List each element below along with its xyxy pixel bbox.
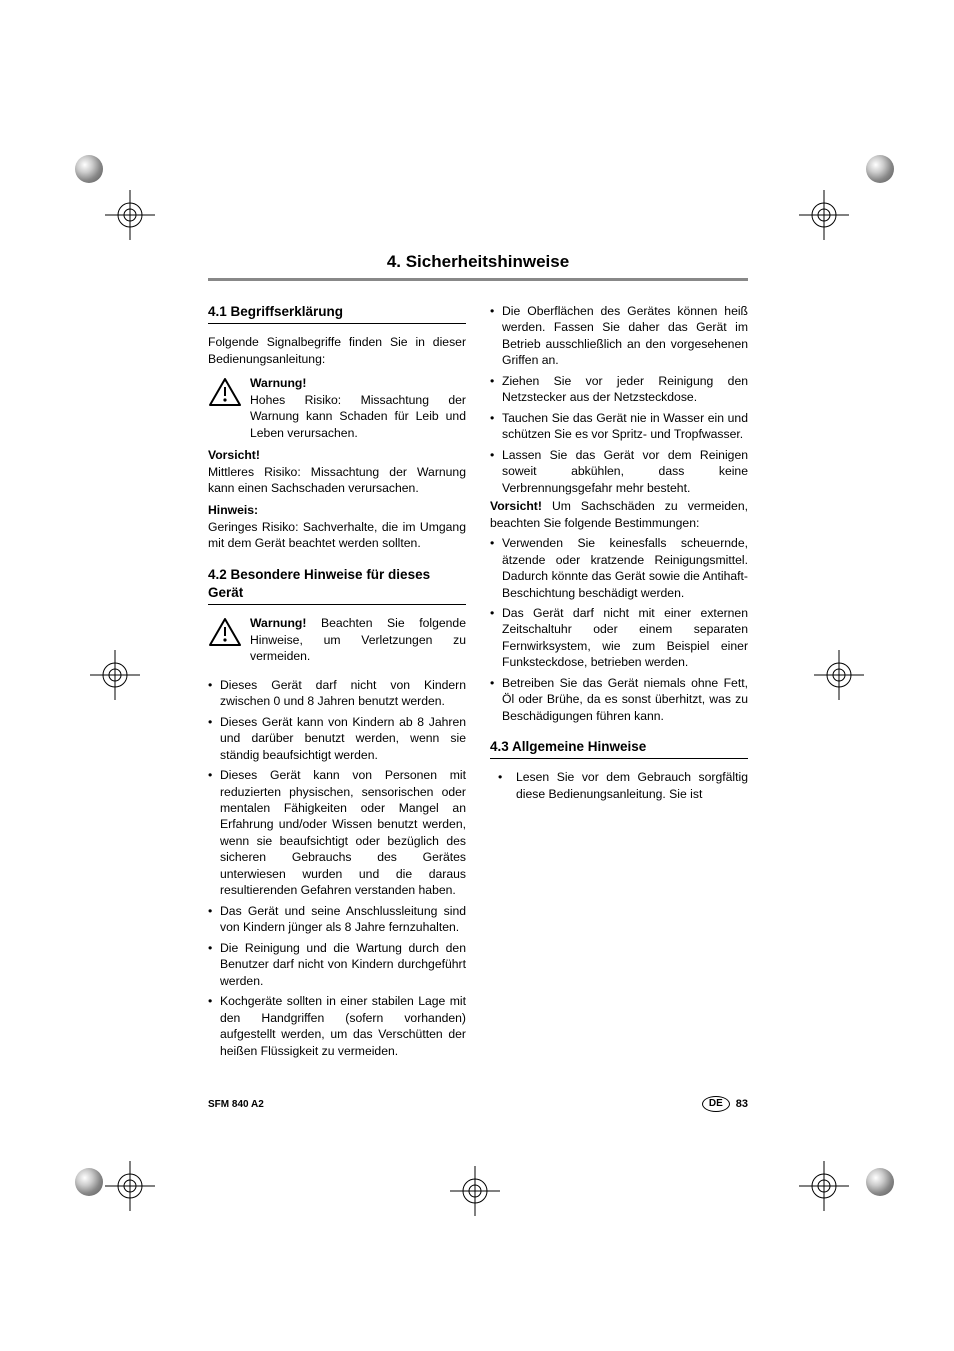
page-number: 83: [736, 1098, 748, 1110]
warnung-text: Warnung! Hohes Risiko: Missachtung der W…: [250, 375, 466, 441]
lang-page-badge: DE 83: [702, 1096, 748, 1112]
manual-page: 4. Sicherheitshinweise 4.1 Begriffserklä…: [208, 252, 748, 1112]
bullet-item: Dieses Gerät kann von Kindern ab 8 Jahre…: [208, 714, 466, 763]
registration-mark: [799, 1161, 849, 1211]
vorsicht-label: Vorsicht!: [208, 448, 260, 462]
registration-mark: [450, 1166, 500, 1216]
bullet-item: Betreiben Sie das Gerät niemals ohne Fet…: [490, 675, 748, 724]
bullet-item: Ziehen Sie vor jeder Reinigung den Netzs…: [490, 373, 748, 406]
section-heading-4-2: 4.2 Besondere Hinweise für dieses Gerät: [208, 566, 466, 602]
warnung-block: Warnung! Hohes Risiko: Missachtung der W…: [208, 375, 466, 441]
crop-mark-ball: [75, 155, 103, 183]
warnung-body: Hohes Risiko: Missachtung der Warnung ka…: [250, 393, 466, 440]
vorsicht-lead-block: Vorsicht! Um Sachschäden zu vermeiden, b…: [490, 498, 748, 531]
chapter-title: 4. Sicherheitshinweise: [208, 252, 748, 281]
warning-triangle-icon: [208, 377, 242, 407]
bullet-list-allgemein: Lesen Sie vor dem Gebrauch sorgfältig di…: [490, 769, 748, 802]
registration-mark: [105, 1161, 155, 1211]
section-heading-4-3: 4.3 Allgemeine Hinweise: [490, 738, 748, 756]
bullet-item: Dieses Gerät kann von Personen mit reduz…: [208, 767, 466, 899]
bullet-item: Tauchen Sie das Gerät nie in Wasser ein …: [490, 410, 748, 443]
vorsicht-lead: Vorsicht!: [490, 499, 542, 513]
crop-mark-ball: [866, 1168, 894, 1196]
crop-mark-ball: [866, 155, 894, 183]
lang-oval: DE: [702, 1096, 730, 1112]
bullet-item: Das Gerät und seine Anschlussleitung sin…: [208, 903, 466, 936]
warnung-text-4-2: Warnung! Beachten Sie folgende Hinweise,…: [250, 615, 466, 664]
section-rule: [208, 323, 466, 324]
registration-mark: [814, 650, 864, 700]
warnung-label: Warnung!: [250, 376, 306, 390]
warnung-block-4-2: Warnung! Beachten Sie folgende Hinweise,…: [208, 615, 466, 664]
vorsicht-body: Mittleres Risiko: Missachtung der Warnun…: [208, 465, 466, 495]
bullet-list-vorsicht: Verwenden Sie keinesfalls scheuernde, ät…: [490, 535, 748, 724]
hinweis-block: Hinweis: Geringes Risiko: Sachverhalte, …: [208, 502, 466, 551]
bullet-item: Lesen Sie vor dem Gebrauch sorgfältig di…: [498, 769, 748, 802]
bullet-item: Die Oberflächen des Gerätes können heiß …: [490, 303, 748, 369]
bullet-item: Lassen Sie das Gerät vor dem Reinigen so…: [490, 447, 748, 496]
intro-text: Folgende Signalbegriffe finden Sie in di…: [208, 334, 466, 367]
section-heading-4-1: 4.1 Begriffserklärung: [208, 303, 466, 321]
bullet-item: Kochgeräte sollten in einer stabilen Lag…: [208, 993, 466, 1059]
bullet-item: Das Gerät darf nicht mit einer externen …: [490, 605, 748, 671]
vorsicht-block: Vorsicht! Mittleres Risiko: Missachtung …: [208, 447, 466, 496]
section-rule: [490, 758, 748, 759]
model-code: SFM 840 A2: [208, 1099, 264, 1110]
bullet-item: Verwenden Sie keinesfalls scheuernde, ät…: [490, 535, 748, 601]
page-footer: SFM 840 A2 DE 83: [208, 1096, 748, 1112]
hinweis-label: Hinweis:: [208, 503, 258, 517]
registration-mark: [799, 190, 849, 240]
crop-mark-ball: [75, 1168, 103, 1196]
registration-mark: [105, 190, 155, 240]
bullet-item: Die Reinigung und die Wartung durch den …: [208, 940, 466, 989]
bullet-item: Dieses Gerät darf nicht von Kindern zwis…: [208, 677, 466, 710]
content-columns: 4.1 Begriffserklärung Folgende Signalbeg…: [208, 303, 748, 1083]
registration-mark: [90, 650, 140, 700]
hinweis-body: Geringes Risiko: Sachverhalte, die im Um…: [208, 520, 466, 550]
section-rule: [208, 604, 466, 605]
warning-triangle-icon: [208, 617, 242, 647]
warnung-lead: Warnung!: [250, 616, 306, 630]
